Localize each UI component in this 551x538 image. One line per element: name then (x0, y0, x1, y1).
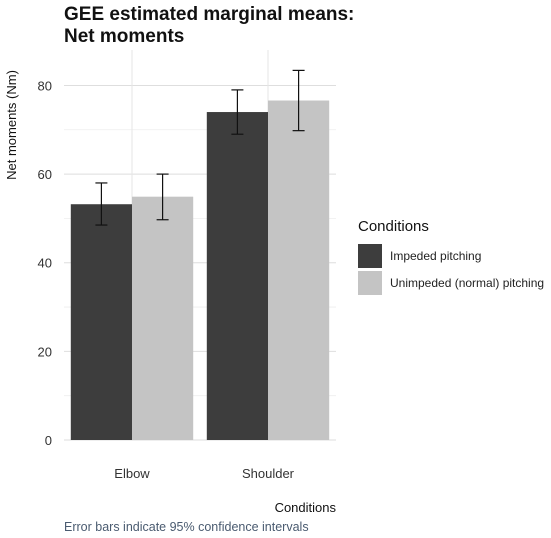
legend-label-impeded: Impeded pitching (390, 248, 482, 263)
bar (132, 196, 194, 440)
chart-title-line-1: GEE estimated marginal means: (64, 4, 355, 25)
bar (268, 100, 330, 440)
y-axis-title: Net moments (Nm) (4, 70, 19, 180)
y-tick-label: 80 (38, 78, 52, 93)
legend: Conditions Impeded pitching Unimpeded (n… (358, 218, 544, 297)
bar (70, 204, 132, 440)
legend-label-unimpeded: Unimpeded (normal) pitching (390, 275, 545, 290)
chart-title: GEE estimated marginal means: Net moment… (64, 4, 354, 48)
y-tick-label: 40 (38, 256, 52, 271)
x-axis-title: Conditions (274, 500, 336, 515)
x-tick-label: Elbow (114, 466, 150, 481)
legend-title: Conditions (358, 218, 429, 235)
bar (206, 112, 268, 440)
legend-item-impeded: Impeded pitching (358, 243, 544, 268)
x-tick-label: Shoulder (242, 466, 295, 481)
legend-swatch-unimpeded (358, 270, 382, 295)
chart-title-line-2: Net moments (64, 26, 185, 47)
y-tick-label: 60 (38, 167, 52, 182)
y-tick-label: 20 (38, 344, 52, 359)
chart-caption: Error bars indicate 95% confidence inter… (64, 520, 309, 534)
legend-swatch-impeded (358, 243, 382, 268)
legend-item-unimpeded: Unimpeded (normal) pitching (358, 270, 544, 295)
y-tick-label: 0 (45, 433, 52, 448)
